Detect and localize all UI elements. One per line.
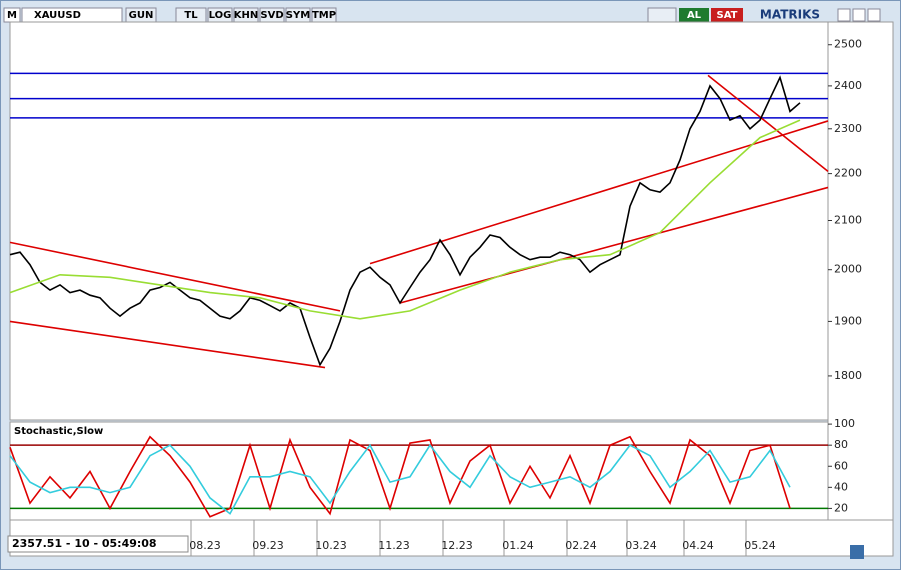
y-tick-label: 2000 bbox=[834, 263, 862, 276]
price-axis bbox=[827, 21, 894, 521]
trendline bbox=[399, 186, 829, 304]
y-tick-label: 100 bbox=[834, 417, 855, 430]
x-tick-label: 11.23 bbox=[378, 539, 410, 552]
sell-button[interactable] bbox=[711, 8, 743, 22]
y-tick-label: 60 bbox=[834, 459, 848, 472]
status-box bbox=[7, 535, 189, 553]
toolbar-button-text: SVD bbox=[260, 10, 283, 21]
y-tick-label: 2400 bbox=[834, 79, 862, 92]
trendline bbox=[9, 320, 326, 369]
toolbar-button-text: LOG bbox=[209, 10, 232, 21]
y-tick-label: 2500 bbox=[834, 38, 862, 51]
series-line bbox=[9, 435, 791, 518]
x-tick-label: 08.23 bbox=[189, 539, 221, 552]
x-tick-label: 04.24 bbox=[682, 539, 714, 552]
minimize[interactable] bbox=[837, 8, 851, 22]
toolbar-button-text: TMP bbox=[312, 10, 336, 21]
toolbar-button-text: SYM bbox=[286, 10, 310, 21]
stoch-panel bbox=[9, 421, 829, 521]
y-tick-label: 1800 bbox=[834, 369, 862, 382]
x-tick-label: 01.24 bbox=[502, 539, 534, 552]
symbol-text: XAUUSD bbox=[34, 10, 81, 21]
y-tick-label: 2200 bbox=[834, 167, 862, 180]
toolbar: M XAUUSD AL SAT MATRIKS GUN TL LOG KHN SVD SY… bbox=[3, 7, 881, 23]
series-line bbox=[9, 75, 801, 367]
scroll-icon[interactable] bbox=[850, 545, 864, 559]
series-line bbox=[9, 443, 791, 515]
sell-text: SAT bbox=[717, 10, 738, 21]
y-tick-label: 2100 bbox=[834, 214, 862, 227]
x-tick-label: 03.24 bbox=[625, 539, 657, 552]
y-tick-label: 80 bbox=[834, 438, 848, 451]
maximize[interactable] bbox=[852, 8, 866, 22]
buy-button[interactable] bbox=[679, 8, 709, 22]
y-tick-label: 40 bbox=[834, 480, 848, 493]
x-tick-label: 10.23 bbox=[315, 539, 347, 552]
status: 2357.51 - 10 - 05:49:08 bbox=[12, 537, 157, 550]
icon-btn[interactable] bbox=[647, 7, 677, 23]
trendline bbox=[707, 74, 829, 172]
toolbar-button-text: GUN bbox=[129, 10, 154, 21]
panel-title: Stochastic,Slow bbox=[14, 426, 103, 437]
trendline bbox=[9, 241, 341, 312]
price-panel bbox=[9, 21, 829, 421]
x-tick-label: 09.23 bbox=[252, 539, 284, 552]
y-tick-label: 20 bbox=[834, 501, 848, 514]
brand: MATRIKS bbox=[760, 8, 820, 22]
y-tick-label: 2300 bbox=[834, 122, 862, 135]
x-tick-label: 05.24 bbox=[744, 539, 776, 552]
series-line bbox=[9, 119, 801, 320]
close[interactable] bbox=[867, 8, 881, 22]
toolbar-button-text: KHN bbox=[234, 10, 259, 21]
y-tick-label: 1900 bbox=[834, 314, 862, 327]
x-tick-label: 12.23 bbox=[441, 539, 473, 552]
buy-text: AL bbox=[687, 10, 702, 21]
symbol-icon-text: M bbox=[7, 10, 17, 21]
toolbar-button-text: TL bbox=[184, 10, 198, 21]
x-tick-label: 02.24 bbox=[565, 539, 597, 552]
